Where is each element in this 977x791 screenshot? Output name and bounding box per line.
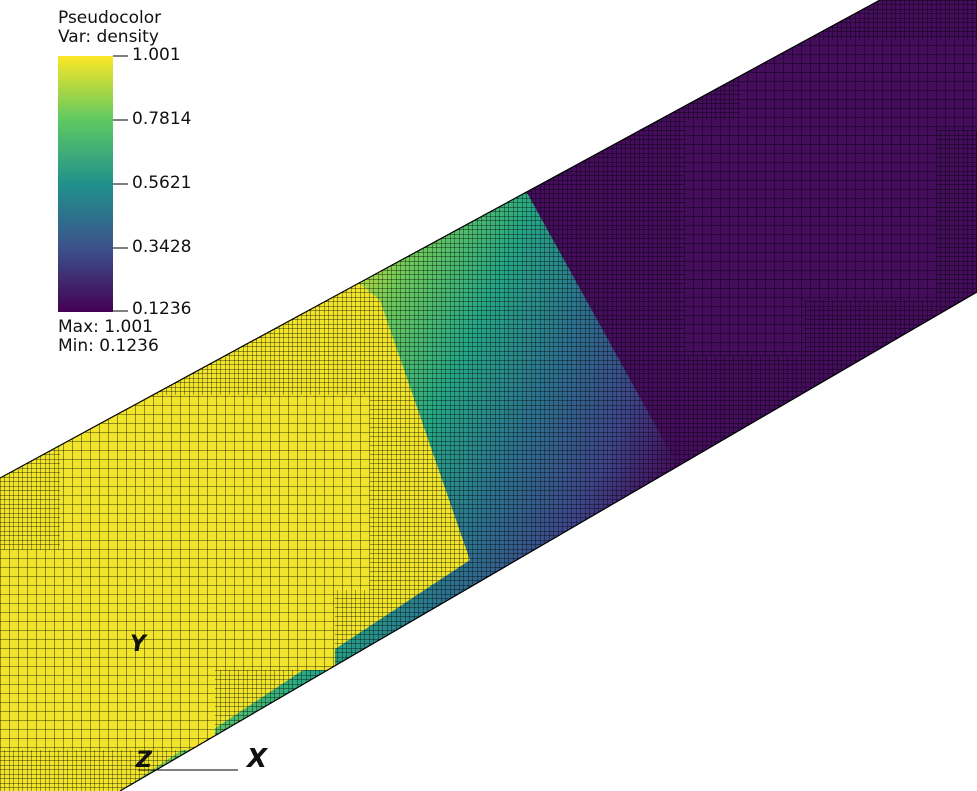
y-axis-label: Y <box>130 632 146 657</box>
legend-plot-type: Pseudocolor <box>58 8 162 28</box>
z-axis-label: Z <box>136 748 152 773</box>
legend-tick-label: 0.3428 <box>132 237 192 257</box>
x-axis-label: X <box>247 744 268 774</box>
legend-colorbar <box>58 56 113 312</box>
legend-max-label: Max: 1.001 <box>58 317 153 337</box>
legend-ticks <box>113 55 128 312</box>
legend-tick-label: 1.001 <box>132 45 181 65</box>
legend-tick-label: 0.1236 <box>132 299 192 319</box>
legend-tick-label: 0.5621 <box>132 173 192 193</box>
legend-tick-label: 0.7814 <box>132 109 192 129</box>
legend-min-label: Min: 0.1236 <box>58 336 159 356</box>
legend-variable: Var: density <box>58 27 159 47</box>
